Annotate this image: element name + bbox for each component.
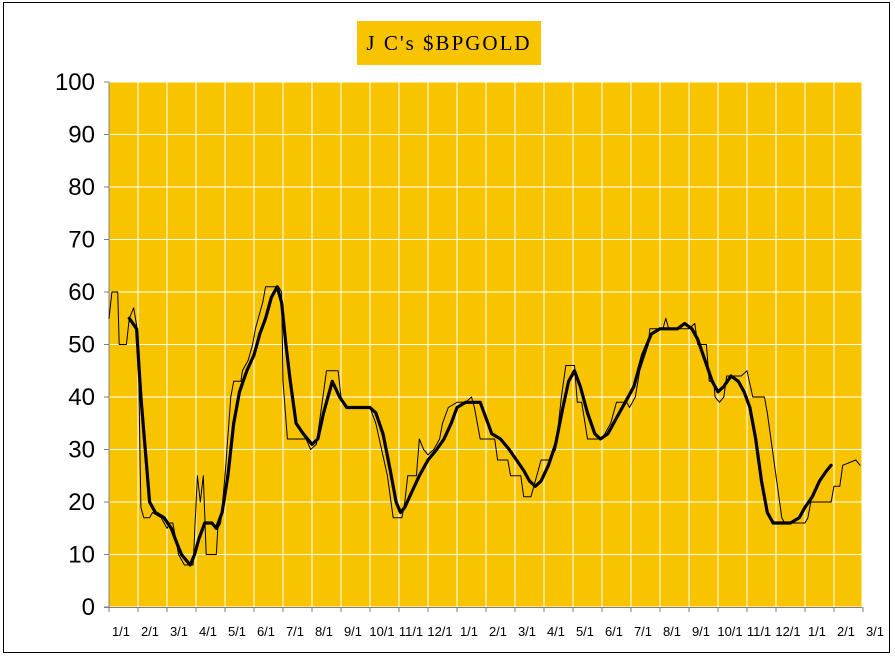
y-tick-label: 10 bbox=[68, 542, 95, 569]
x-tick-label: 8/1 bbox=[315, 624, 333, 639]
x-tick-label: 12/1 bbox=[427, 624, 452, 639]
x-tick-label: 1/1 bbox=[112, 624, 130, 639]
x-tick-label: 11/1 bbox=[399, 624, 423, 639]
x-tick-label: 2/1 bbox=[489, 624, 507, 639]
y-tick-label: 70 bbox=[68, 227, 95, 254]
y-axis-labels: 0 10 20 30 40 50 60 70 80 90 100 bbox=[55, 69, 95, 621]
y-tick-label: 20 bbox=[68, 489, 95, 516]
x-tick-label: 7/1 bbox=[286, 624, 304, 639]
x-tick-label: 9/1 bbox=[692, 624, 710, 639]
x-tick-label: 4/1 bbox=[547, 624, 565, 639]
x-tick-label: 1/1 bbox=[460, 624, 478, 639]
x-tick-label: 11/1 bbox=[747, 624, 771, 639]
y-tick-label: 30 bbox=[68, 437, 95, 464]
series-lines bbox=[108, 285, 861, 567]
axes bbox=[104, 81, 864, 612]
x-axis-labels: 1/1 2/1 3/1 4/1 5/1 6/1 7/1 8/1 9/1 10/1 11/1 12/1 1… bbox=[112, 624, 884, 639]
x-tick-label: 2/1 bbox=[837, 624, 855, 639]
x-tick-label: 5/1 bbox=[228, 624, 246, 639]
y-tick-label: 0 bbox=[82, 594, 95, 621]
x-tick-label: 3/1 bbox=[170, 624, 188, 639]
x-tick-label: 3/1 bbox=[518, 624, 536, 639]
x-tick-label: 6/1 bbox=[605, 624, 623, 639]
y-tick-label: 60 bbox=[68, 279, 95, 306]
series-line-smoothed bbox=[127, 285, 833, 567]
x-tick-label: 8/1 bbox=[663, 624, 681, 639]
y-tick-label: 40 bbox=[68, 384, 95, 411]
x-tick-label: 4/1 bbox=[199, 624, 217, 639]
x-tick-label: 5/1 bbox=[576, 624, 594, 639]
series-line-raw bbox=[108, 286, 861, 566]
y-tick-label: 50 bbox=[68, 332, 95, 359]
x-tick-label: 2/1 bbox=[141, 624, 159, 639]
x-tick-label: 6/1 bbox=[257, 624, 275, 639]
x-tick-label: 3/1 bbox=[866, 624, 884, 639]
x-tick-label: 12/1 bbox=[775, 624, 800, 639]
x-tick-label: 10/1 bbox=[369, 624, 394, 639]
x-tick-label: 7/1 bbox=[634, 624, 652, 639]
x-tick-label: 1/1 bbox=[808, 624, 826, 639]
y-tick-label: 80 bbox=[68, 174, 95, 201]
chart-title: J C's $BPGOLD bbox=[357, 21, 541, 65]
y-tick-label: 100 bbox=[55, 69, 95, 96]
y-tick-label: 90 bbox=[68, 122, 95, 149]
x-tick-label: 9/1 bbox=[344, 624, 362, 639]
x-tick-label: 10/1 bbox=[717, 624, 742, 639]
